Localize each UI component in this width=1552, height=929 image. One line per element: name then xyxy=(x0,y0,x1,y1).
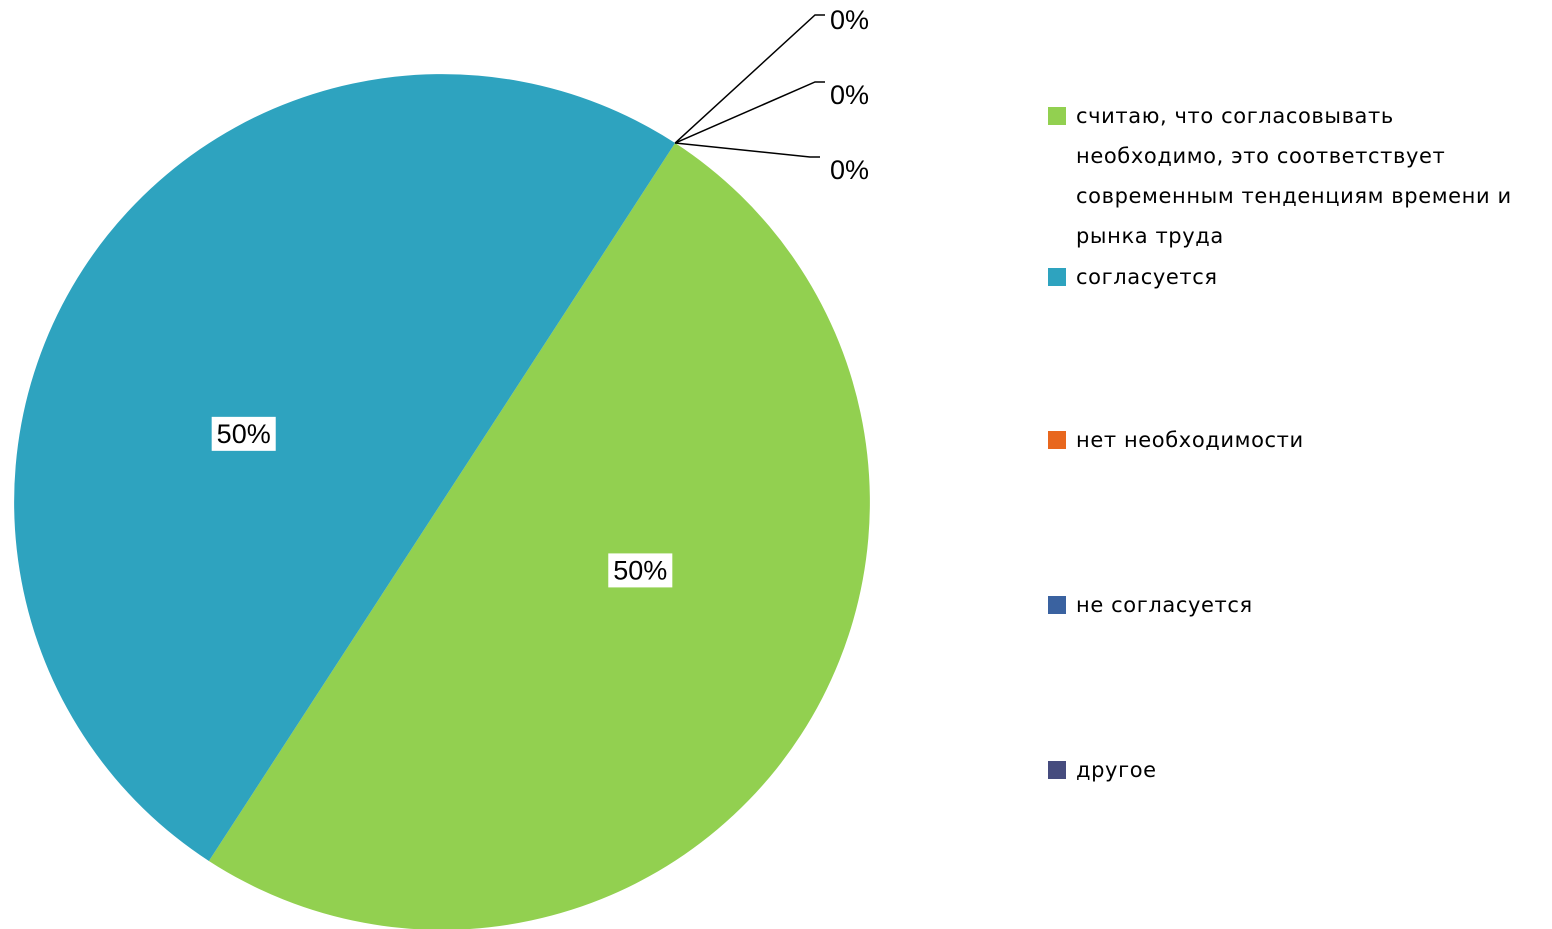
data-label-group: 50% xyxy=(608,553,673,588)
legend-item: нет необходимости xyxy=(1046,420,1546,460)
legend-swatch xyxy=(1048,761,1066,779)
legend-swatch xyxy=(1048,596,1066,614)
legend-swatch xyxy=(1048,107,1066,125)
pie-slice xyxy=(208,143,870,929)
legend-label: другое xyxy=(1076,758,1157,782)
data-label-group: 50% xyxy=(211,416,276,451)
data-label: 50% xyxy=(613,555,667,585)
data-label: 0% xyxy=(830,155,869,185)
legend-swatch xyxy=(1048,431,1066,449)
legend-item: считаю, что согласовывать необходимо, эт… xyxy=(1046,96,1546,256)
legend-label: не согласуется xyxy=(1076,593,1253,617)
leader-line xyxy=(675,142,820,158)
leader-line xyxy=(674,14,825,144)
legend-swatch xyxy=(1048,268,1066,286)
legend-item: другое xyxy=(1046,750,1546,790)
data-label: 0% xyxy=(830,5,869,35)
data-label-bg xyxy=(211,416,276,451)
data-label: 0% xyxy=(830,80,869,110)
pie-slice xyxy=(14,74,676,861)
legend-label: нет необходимости xyxy=(1076,428,1304,452)
leader-line xyxy=(674,81,825,144)
legend-item: не согласуется xyxy=(1046,585,1546,625)
legend-item: согласуется xyxy=(1046,257,1546,297)
data-label-bg xyxy=(608,553,673,588)
legend-label: согласуется xyxy=(1076,265,1218,289)
data-label: 50% xyxy=(217,419,271,449)
legend-label: считаю, что согласовывать необходимо, эт… xyxy=(1076,104,1512,248)
pie-slice xyxy=(442,143,676,502)
